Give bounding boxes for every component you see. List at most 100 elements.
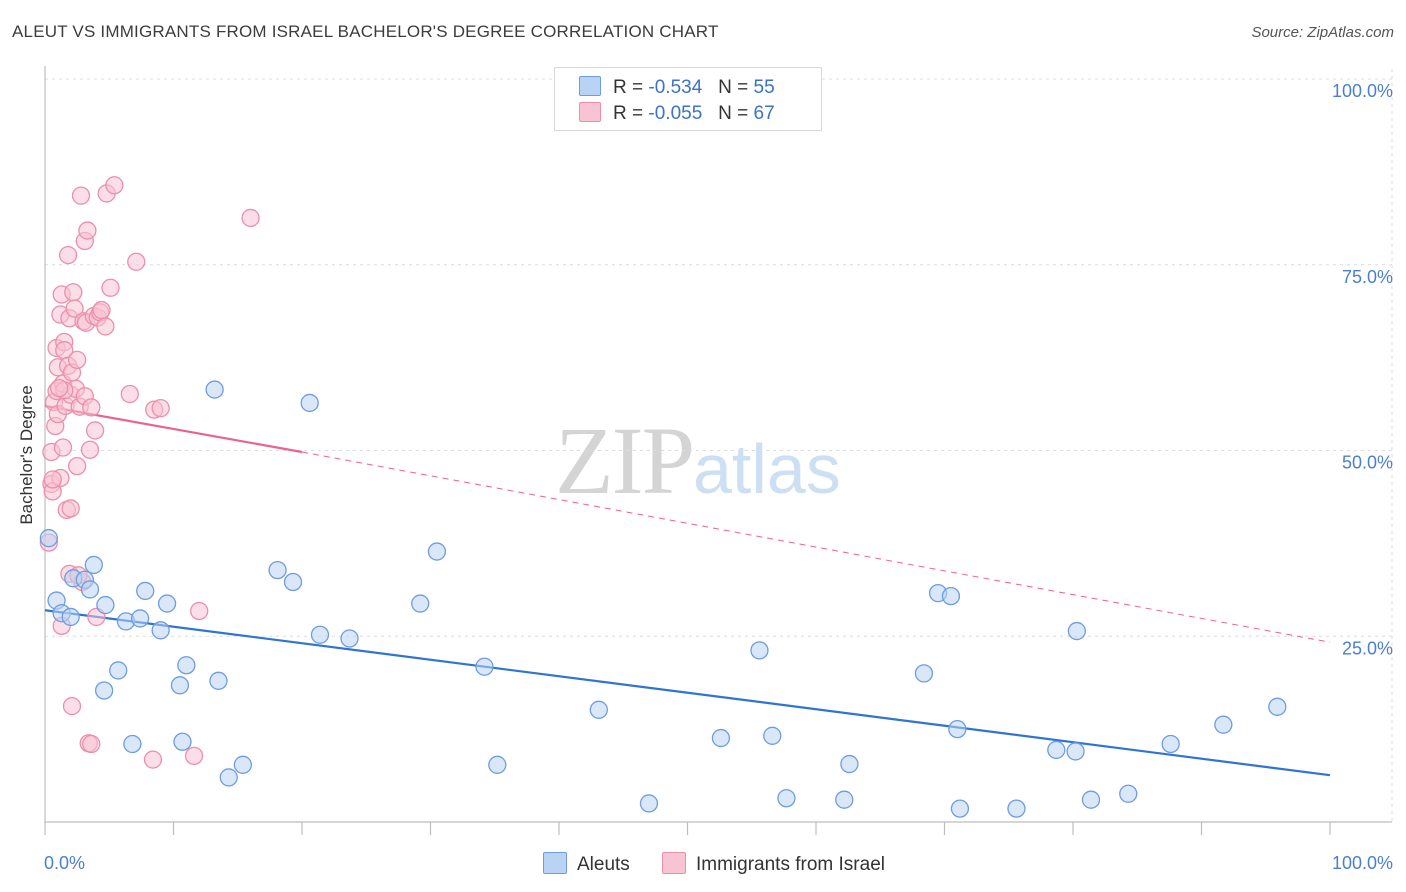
aleut-point [170,676,190,695]
aleut-point [177,656,196,675]
x-tick-label: 100.0% [1332,853,1393,873]
r-value: -0.055 [648,103,703,124]
aleut-point [233,755,253,774]
aleut-point [157,594,177,613]
aleut-point [1047,740,1066,760]
aleut-point [1119,784,1138,803]
israel-point [71,186,91,205]
aleut-point [310,625,330,644]
aleut-point [61,607,80,627]
israel-point [151,398,170,418]
israel-point [85,421,105,440]
israel-point [65,299,84,318]
aleut-point [1081,790,1101,809]
israel-point [78,221,97,240]
y-tick-label: 25.0% [1342,638,1393,658]
r-label: R = [613,103,644,124]
israel-point [184,746,204,766]
n-value: 67 [753,103,775,124]
aleut-point [411,594,430,613]
n-label: N = [718,103,749,124]
israel-point [64,283,83,302]
n-value: 55 [753,77,775,98]
legend-item-israel: Immigrants from Israel [662,852,885,876]
aleut-point [840,754,859,774]
israel-point [82,398,101,417]
trend-line-solid [44,609,1331,777]
aleut-point [205,380,224,399]
aleut-point [136,581,155,601]
aleut-point [948,719,967,739]
aleut-point [941,586,961,606]
aleut-point [123,734,142,754]
trend-lines [44,404,1331,777]
israel-swatch [579,102,601,122]
aleut-point [219,768,238,787]
watermark-atlas: atlas [693,430,841,508]
israel-point [80,440,100,459]
israel-point [127,252,146,271]
aleut-point [835,790,854,809]
r-label: R = [613,77,644,98]
grid [45,69,1393,822]
aleut-point [84,555,103,575]
aleuts-legend-swatch [543,852,567,874]
aleut-point [914,664,934,683]
israel-point [96,317,115,336]
aleut-point [763,726,782,745]
aleut-point [1066,742,1085,761]
israel-point [67,350,87,370]
israel-point [58,245,78,265]
israel-point [62,696,82,716]
aleut-point [80,580,100,599]
y-tick-label: 75.0% [1342,267,1393,287]
watermark: ZIPatlas [555,405,841,516]
aleut-point [1007,799,1026,818]
aleut-point [427,542,447,561]
israel-point [49,378,69,398]
aleut-point [1067,621,1087,641]
y-tick-label: 100.0% [1332,81,1393,101]
israel-point [61,499,80,518]
israel-point [67,456,87,476]
israel-point [120,384,139,404]
aleut-point [173,732,192,751]
aleuts-swatch [579,76,601,96]
legend-item-aleuts: Aleuts [543,852,630,876]
aleut-point [130,609,150,628]
aleut-point [340,629,359,648]
y-axis-label: Bachelor's Degree [17,385,36,524]
aleut-point [1214,715,1233,734]
axes [44,66,1392,835]
aleut-point [283,572,303,592]
aleut-point [151,621,170,640]
aleut-point [488,755,507,774]
israel-point [143,750,163,769]
aleut-point [711,728,731,748]
israel-point [92,300,111,320]
legend-label-aleuts: Aleuts [577,854,630,875]
tick-labels: 25.0% 50.0% 75.0% 100.0% 0.0% 100.0% [44,81,1393,873]
data-points [39,176,1287,818]
israel-legend-swatch [662,852,686,874]
aleut-point [94,681,114,700]
chart-title: ALEUT VS IMMIGRANTS FROM ISRAEL BACHELOR… [12,22,719,41]
aleut-point [300,393,319,413]
israel-point [105,176,124,195]
r-value: -0.534 [648,77,703,98]
aleut-point [209,671,228,690]
aleut-point [950,799,970,818]
aleut-point [109,661,128,680]
israel-point [82,734,101,754]
aleut-point [589,700,608,719]
aleut-point [1161,734,1180,754]
trend-line-dashed [301,451,1331,643]
x-tick-label: 0.0% [44,853,85,873]
aleut-point [96,595,115,615]
israel-point [190,601,209,621]
aleut-point [777,789,796,808]
aleut-point [1268,697,1287,716]
israel-point [53,438,73,457]
aleut-point [639,794,659,813]
